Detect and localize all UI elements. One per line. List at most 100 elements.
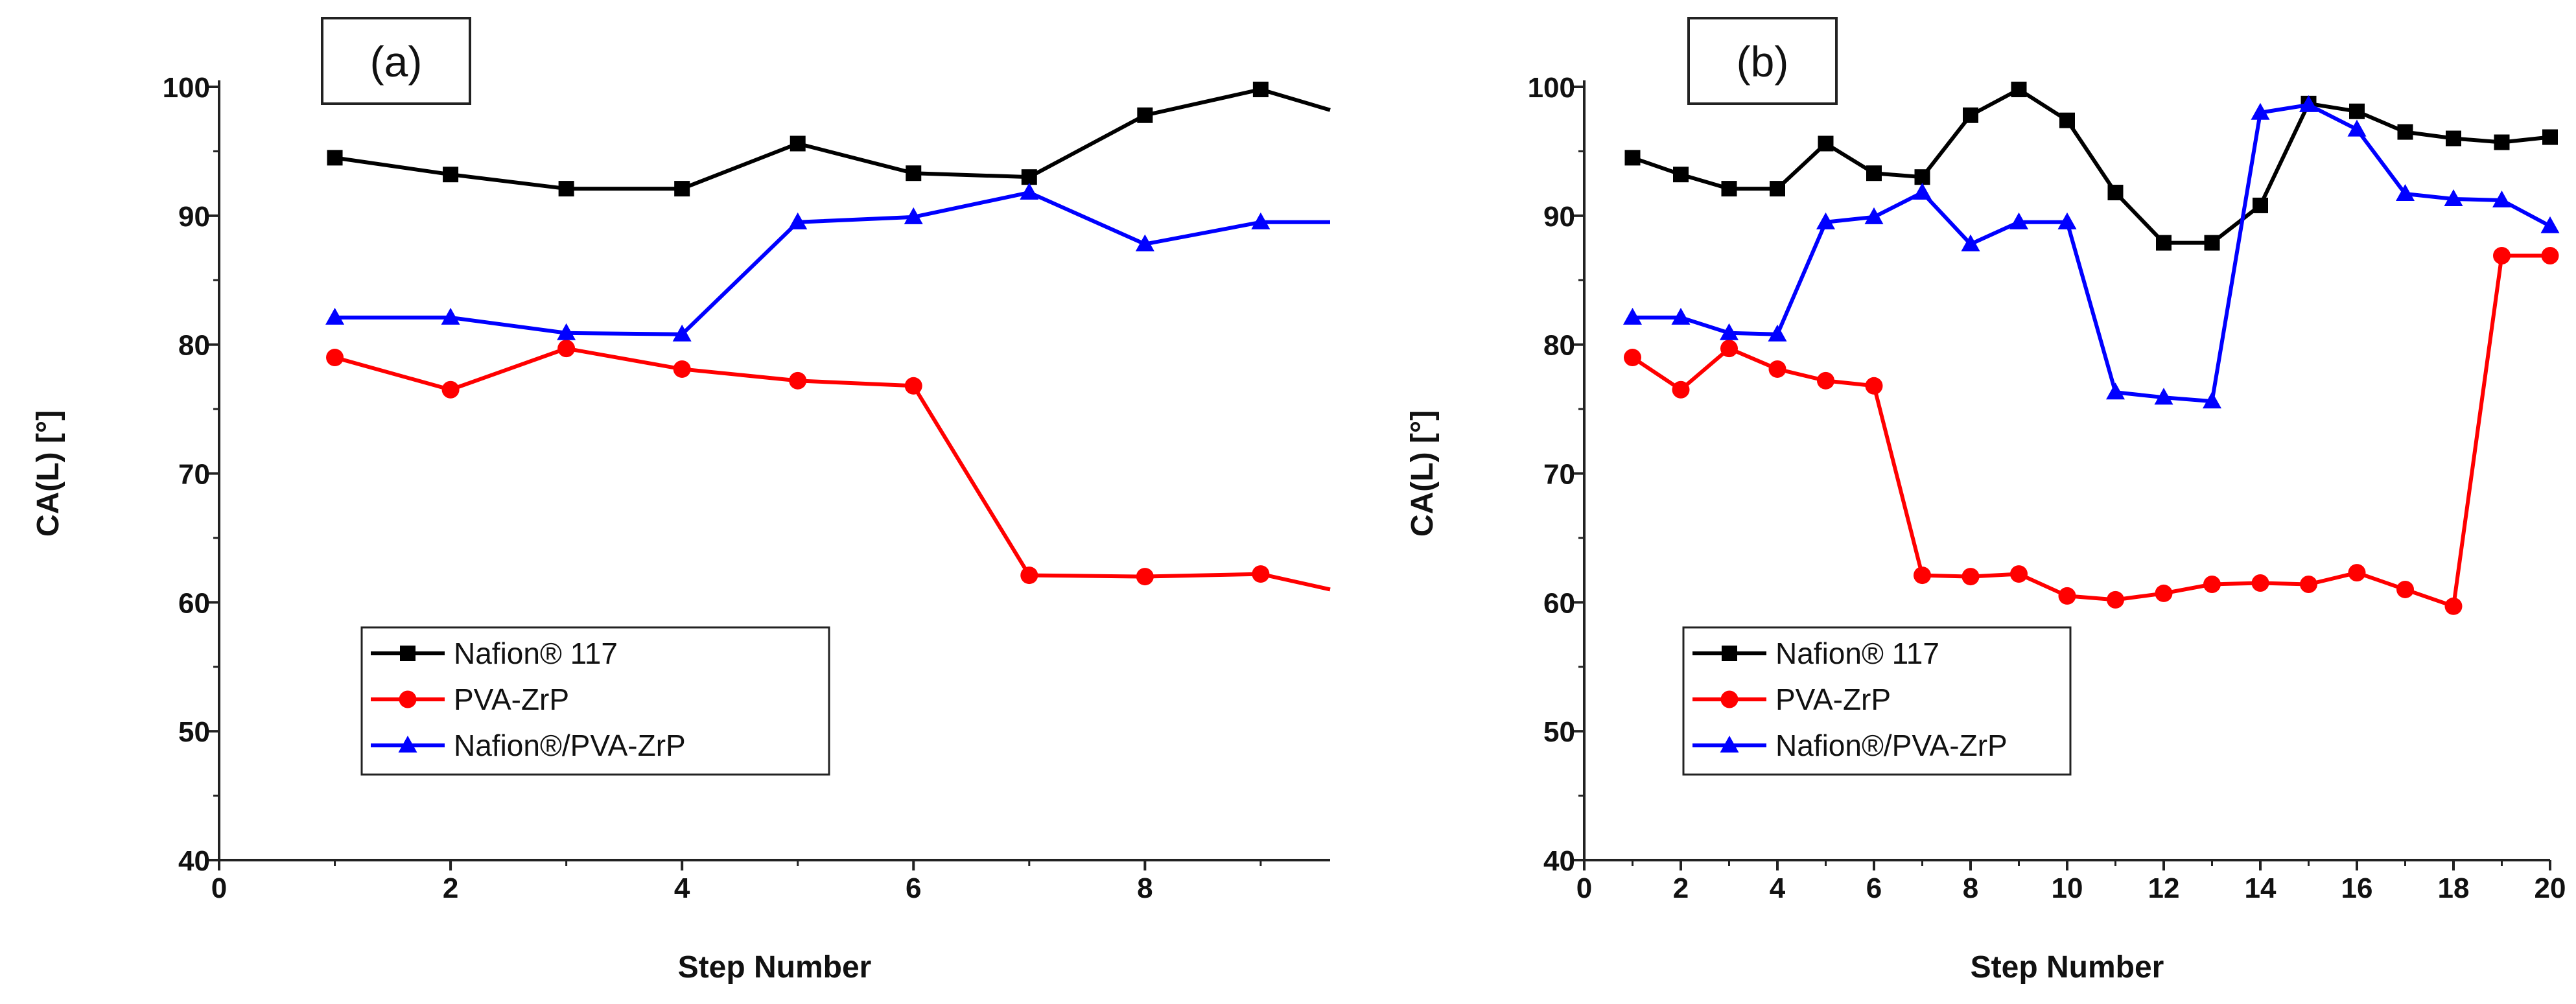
data-point-triangle [1768,324,1787,342]
legend-label: Nafion®/PVA-ZrP [454,729,686,762]
data-point-circle [1720,340,1738,358]
data-point-circle [1914,566,1931,585]
x-tick-label: 8 [1137,872,1153,904]
data-point-square [1137,107,1153,123]
y-tick-label: 40 [1543,845,1575,877]
data-point-triangle [1251,212,1270,229]
series-line-3 [1632,102,2551,404]
legend: Nafion® 117 PVA-ZrP Nafion®/PVA-ZrP [360,626,830,776]
data-point-circle [1020,566,1038,585]
y-axis-title: CA(L) [°] [1405,410,1440,537]
data-point-square [2349,103,2365,119]
data-point-square [2397,124,2413,140]
data-point-circle [326,349,344,367]
y-tick-label: 70 [178,459,210,491]
data-point-circle [2300,575,2317,593]
data-point-circle [2058,587,2076,605]
data-point-square [674,181,690,197]
x-tick-label: 0 [1576,872,1592,904]
series-line-1 [1632,87,2551,245]
data-point-triangle [1623,307,1642,325]
data-point-square [2253,197,2268,213]
series-line-1 [334,87,1331,191]
data-point-triangle [2492,190,2511,207]
data-point-circle [557,340,576,358]
data-point-square [2542,129,2558,145]
y-tick-label: 90 [1543,201,1575,233]
legend-label: PVA-ZrP [454,683,569,716]
panel-a: 40 50 60 70 80 90 100 0 2 4 6 8 Step Number CA(L) [°]… [31,17,1331,985]
y-tick-label: 40 [178,845,210,877]
data-point-triangle [2154,388,2173,405]
legend-marker-square [400,646,416,661]
data-point-square [2204,235,2220,251]
y-tick-label: 100 [1528,72,1575,104]
x-axis-title: Step Number [1971,950,2164,985]
x-tick-label: 2 [1673,872,1689,904]
y-tick-label: 50 [1543,716,1575,748]
x-tick-label: 6 [906,872,921,904]
data-point-square [327,150,343,166]
data-point-triangle [788,212,808,229]
data-point-square [2011,81,2027,97]
legend-marker-square [1722,646,1737,661]
data-point-square [1963,107,1978,123]
panel-label-box [321,17,471,105]
data-point-triangle [1816,212,1835,229]
x-tick-label: 4 [674,872,690,904]
series-line-2 [334,346,1331,592]
x-tick-label: 18 [2438,872,2470,904]
data-point-triangle [2106,382,2125,400]
x-tick-label: 12 [2148,872,2180,904]
data-point-circle [1865,377,1883,395]
data-point-triangle [1720,323,1739,340]
data-point-square [2107,185,2124,201]
series-line-3 [334,191,1330,336]
legend-label: Nafion® 117 [454,636,618,670]
data-point-triangle [2251,102,2270,120]
data-point-triangle [1913,183,1932,200]
y-tick-label: 100 [163,72,210,104]
y-tick-label: 80 [178,330,210,362]
data-point-circle [441,380,460,399]
data-point-circle [2541,246,2559,264]
x-tick-label: 0 [211,872,227,904]
data-point-square [2156,235,2172,251]
data-point-square [1818,135,1834,152]
data-point-triangle [2009,212,2028,229]
data-point-triangle [2203,391,2221,409]
legend-label: Nafion®/PVA-ZrP [1775,729,2008,762]
legend-marker-triangle [1720,736,1739,753]
data-point-circle [1961,568,1980,586]
data-point-triangle [2347,119,2367,137]
data-point-triangle [2057,212,2077,229]
data-point-circle [1136,568,1154,586]
data-point-square [558,181,574,197]
data-point-triangle [2444,189,2463,206]
data-point-square [2059,112,2075,128]
data-point-triangle [1671,307,1691,325]
x-tick-label: 4 [1770,872,1786,904]
panel-b: 40 50 60 70 80 90 100 0 2 4 6 8 10 12 14 16 18 20 Step Num… [1405,17,2566,985]
data-point-triangle [2299,95,2318,112]
data-point-circle [1817,371,1834,390]
x-tick-label: 10 [2052,872,2083,904]
legend-marker-triangle [398,736,417,753]
x-tick-label: 16 [2341,872,2373,904]
data-point-square [443,167,459,183]
y-tick-label: 90 [178,201,210,233]
data-point-circle [673,360,691,378]
data-point-circle [2251,574,2269,592]
data-point-circle [2348,564,2366,582]
data-point-circle [2444,597,2463,615]
data-point-square [1866,165,1882,181]
data-point-square [1252,81,1269,97]
panel-label: (a) [370,38,423,86]
y-tick-label: 60 [178,587,210,619]
data-point-triangle [557,323,576,340]
x-tick-label: 14 [2245,872,2277,904]
data-point-circle [2493,246,2511,264]
legend-marker-circle [1720,690,1739,708]
data-point-triangle [1020,183,1039,200]
